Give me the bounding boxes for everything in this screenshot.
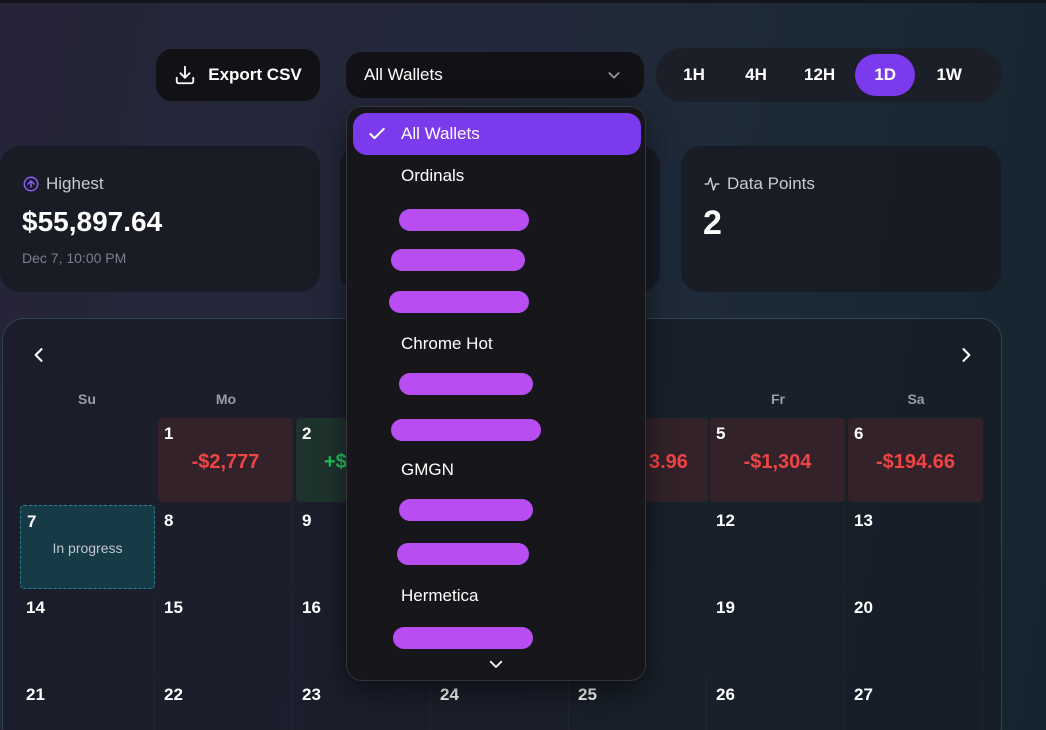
activity-icon xyxy=(704,177,720,191)
data-points-stat-card: Data Points 2 xyxy=(681,146,1001,292)
redacted-wallet-option[interactable] xyxy=(399,373,533,395)
day-status: In progress xyxy=(52,540,123,556)
day-number: 24 xyxy=(440,685,459,704)
day-number: 9 xyxy=(302,511,312,530)
chevron-right-icon xyxy=(962,348,971,362)
calendar-day[interactable]: 22 xyxy=(158,679,293,730)
day-number: 6 xyxy=(854,424,864,443)
scroll-down-chevron-icon[interactable] xyxy=(487,655,505,673)
calendar-day[interactable]: 8 xyxy=(158,505,293,589)
day-number: 19 xyxy=(716,598,735,617)
wallet-option-chrome-hot[interactable]: Chrome Hot xyxy=(353,323,641,365)
calendar-day[interactable]: 26 xyxy=(710,679,845,730)
highest-value: $55,897.64 xyxy=(22,206,163,237)
calendar-day-today[interactable]: 7 In progress xyxy=(20,505,155,589)
calendar-day[interactable]: 25 xyxy=(572,679,707,730)
calendar-day[interactable]: 5 -$1,304 xyxy=(710,418,845,502)
calendar-day[interactable]: 27 xyxy=(848,679,983,730)
highest-label: Highest xyxy=(46,174,104,193)
day-number: 15 xyxy=(164,598,183,617)
calendar-day[interactable]: 15 xyxy=(158,592,293,676)
calendar-day[interactable]: 13 xyxy=(848,505,983,589)
day-number: 20 xyxy=(854,598,873,617)
day-number: 23 xyxy=(302,685,321,704)
calendar-day[interactable]: 21 xyxy=(20,679,155,730)
redacted-wallet-option[interactable] xyxy=(391,249,525,271)
day-number: 7 xyxy=(27,512,37,531)
highest-stat-card: Highest $55,897.64 Dec 7, 10:00 PM xyxy=(0,146,320,292)
weekday-sun: Su xyxy=(78,391,96,407)
next-month-button[interactable] xyxy=(956,345,976,365)
wallet-option-label: Ordinals xyxy=(401,166,465,185)
range-1h-button[interactable]: 1H xyxy=(683,65,705,84)
wallet-option-ordinals[interactable]: Ordinals xyxy=(353,155,641,197)
day-pnl: -$2,777 xyxy=(191,451,260,473)
wallet-option-hermetica[interactable]: Hermetica xyxy=(353,575,641,617)
calendar-day[interactable]: 19 xyxy=(710,592,845,676)
time-range-selector: 1H 4H 12H 1D 1W xyxy=(656,48,1002,102)
day-pnl: -$1,304 xyxy=(743,451,812,473)
redacted-wallet-option[interactable] xyxy=(391,419,541,441)
day-number: 27 xyxy=(854,685,873,704)
wallet-select[interactable]: All Wallets xyxy=(346,52,644,98)
export-csv-label: Export CSV xyxy=(208,65,302,84)
weekday-mon: Mo xyxy=(215,391,237,407)
calendar-day[interactable]: 6 -$194.66 xyxy=(848,418,983,502)
check-icon xyxy=(369,127,385,140)
wallet-option-label: GMGN xyxy=(401,460,454,479)
weekday-fri: Fr xyxy=(771,391,785,407)
data-points-label: Data Points xyxy=(727,174,815,193)
range-1w-button[interactable]: 1W xyxy=(936,65,962,84)
day-number: 5 xyxy=(716,424,726,443)
day-pnl: -$194.66 xyxy=(876,451,955,473)
chevron-left-icon xyxy=(34,348,43,362)
wallet-option-gmgn[interactable]: GMGN xyxy=(353,449,641,491)
day-number: 2 xyxy=(302,424,312,443)
wallet-option-label: All Wallets xyxy=(401,124,480,143)
day-number: 22 xyxy=(164,685,183,704)
range-12h-button[interactable]: 12H xyxy=(804,65,836,84)
calendar-day[interactable]: 14 xyxy=(20,592,155,676)
export-csv-button[interactable]: Export CSV xyxy=(156,49,320,101)
calendar-day[interactable]: 24 xyxy=(434,679,569,730)
wallet-dropdown-menu: All Wallets Ordinals Chrome Hot GMGN Her… xyxy=(346,106,646,681)
download-icon xyxy=(176,65,195,85)
day-pnl: 3.96 xyxy=(649,451,688,473)
data-points-value: 2 xyxy=(703,204,722,242)
calendar-day[interactable]: 23 xyxy=(296,679,431,730)
day-number: 12 xyxy=(716,511,735,530)
chevron-down-icon xyxy=(608,72,620,79)
calendar-day[interactable]: 20 xyxy=(848,592,983,676)
redacted-wallet-option[interactable] xyxy=(399,499,533,521)
wallet-option-label: Chrome Hot xyxy=(401,334,493,353)
weekday-sat: Sa xyxy=(907,391,925,407)
redacted-wallet-option[interactable] xyxy=(393,627,533,649)
wallet-select-value: All Wallets xyxy=(364,65,443,84)
day-number: 16 xyxy=(302,598,321,617)
day-number: 14 xyxy=(26,598,45,617)
range-1d-button[interactable]: 1D xyxy=(855,54,916,96)
day-number: 26 xyxy=(716,685,735,704)
wallet-option-label: Hermetica xyxy=(401,586,479,605)
day-number: 21 xyxy=(26,685,45,704)
day-number: 13 xyxy=(854,511,873,530)
highest-timestamp: Dec 7, 10:00 PM xyxy=(22,250,127,266)
day-number: 25 xyxy=(578,685,597,704)
range-4h-button[interactable]: 4H xyxy=(745,65,767,84)
day-pnl: +$ xyxy=(324,451,347,473)
day-number: 8 xyxy=(164,511,174,530)
calendar-day[interactable]: 1 -$2,777 xyxy=(158,418,293,502)
redacted-wallet-option[interactable] xyxy=(389,291,529,313)
redacted-wallet-option[interactable] xyxy=(397,543,529,565)
wallet-option-all-wallets[interactable]: All Wallets xyxy=(353,113,641,155)
day-number: 1 xyxy=(164,424,174,443)
window-top-edge xyxy=(0,0,1046,3)
arrow-up-circle-icon xyxy=(23,176,39,192)
redacted-wallet-option[interactable] xyxy=(399,209,529,231)
calendar-day[interactable]: 12 xyxy=(710,505,845,589)
prev-month-button[interactable] xyxy=(29,345,49,365)
